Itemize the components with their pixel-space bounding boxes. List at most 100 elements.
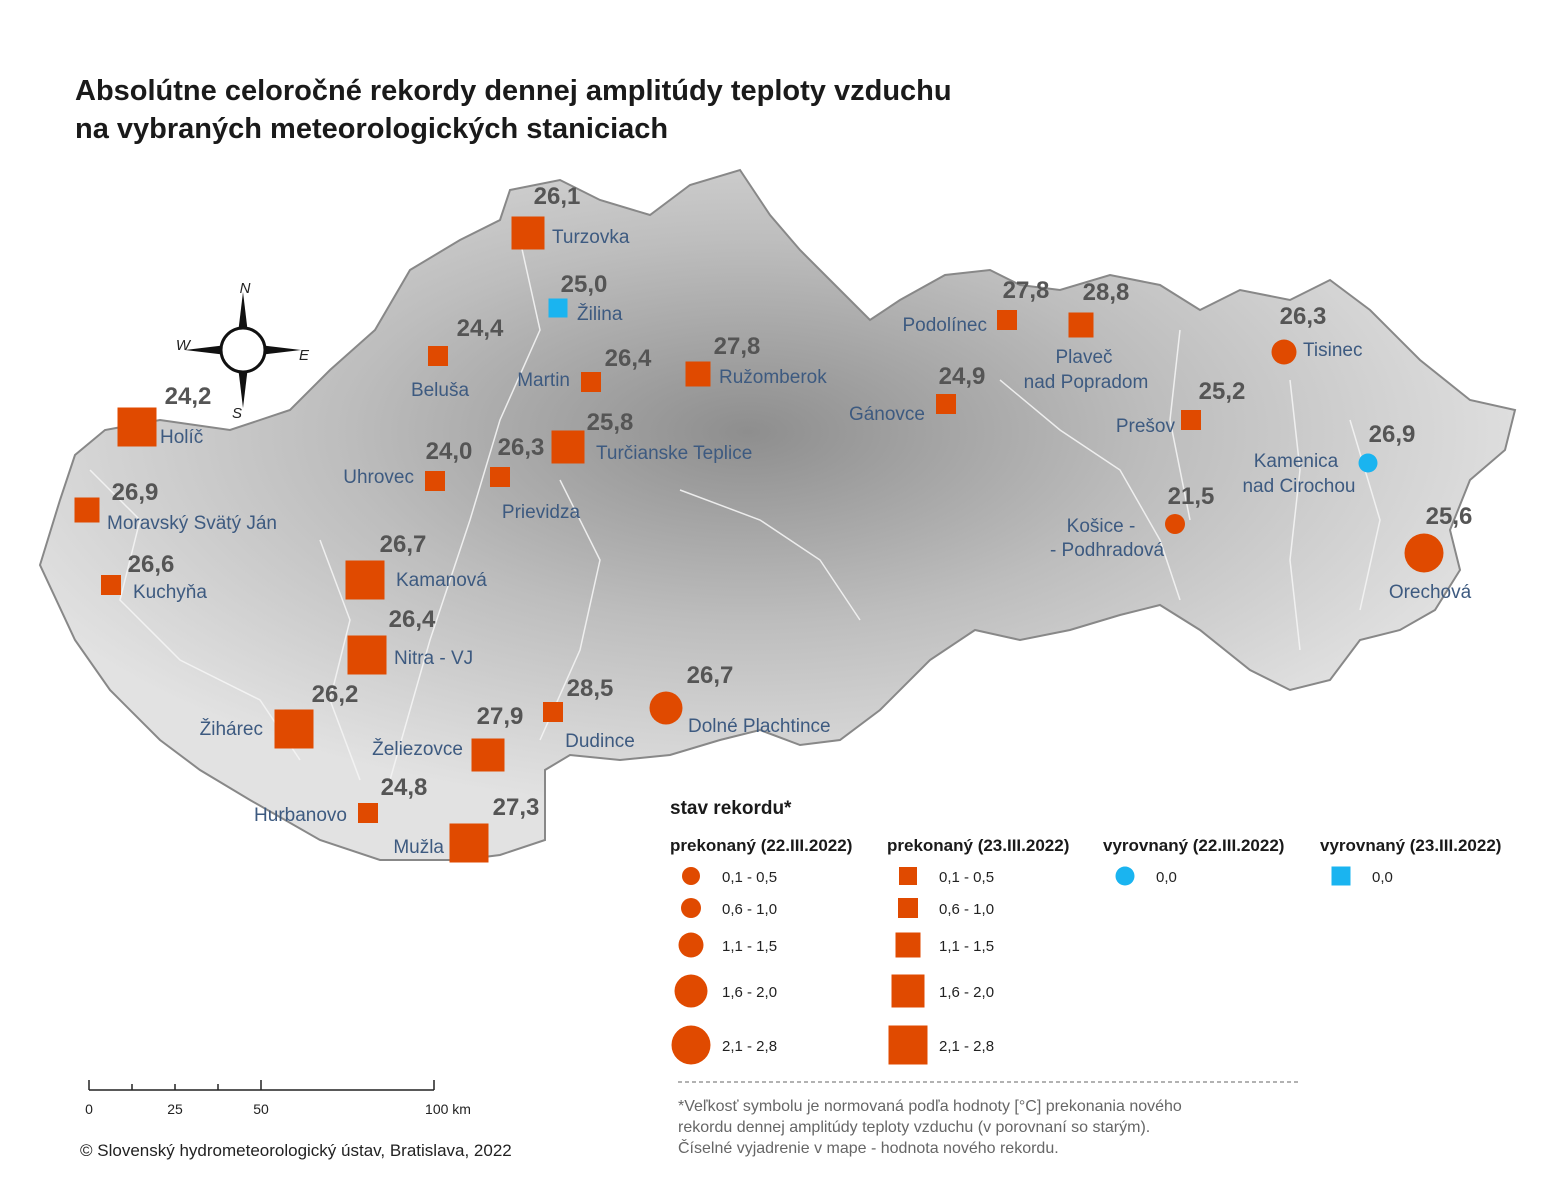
station-marker: 26,2 Žihárec bbox=[200, 681, 358, 749]
station-marker: 27,8 Ružomberok bbox=[685, 333, 827, 388]
station-symbol bbox=[101, 575, 121, 595]
station-name-line-1: Plaveč bbox=[1055, 347, 1112, 368]
station-symbol bbox=[936, 394, 956, 414]
station-value: 26,3 bbox=[1280, 303, 1327, 330]
station-symbol bbox=[511, 216, 545, 250]
station-marker: 24,2 Holíč bbox=[117, 383, 212, 448]
station-marker: 28,5 Dudince bbox=[543, 675, 635, 752]
station-marker: 26,6 Kuchyňa bbox=[101, 551, 207, 603]
station-value: 26,4 bbox=[389, 606, 436, 633]
legend-class-label: 2,1 - 2,8 bbox=[939, 1038, 994, 1055]
compass-e-label: E bbox=[299, 347, 310, 364]
station-name-line-2: nad Cirochou bbox=[1242, 476, 1355, 497]
station-name: Prievidza bbox=[502, 502, 581, 523]
station-marker: 24,9 Gánovce bbox=[849, 363, 985, 425]
station-value: 27,3 bbox=[493, 794, 540, 821]
station-value: 27,9 bbox=[477, 703, 524, 730]
station-value: 26,3 bbox=[498, 434, 545, 461]
station-symbol bbox=[274, 709, 314, 749]
station-name: Ružomberok bbox=[719, 367, 827, 388]
scale-label-50: 50 bbox=[253, 1101, 269, 1117]
station-symbol bbox=[551, 430, 585, 464]
station-symbol bbox=[490, 467, 510, 487]
legend-class-label: 1,6 - 2,0 bbox=[939, 984, 994, 1001]
station-value: 26,9 bbox=[1369, 421, 1416, 448]
station-marker: 26,3 Prievidza bbox=[490, 434, 580, 523]
scale-label-100: 100 km bbox=[425, 1101, 471, 1117]
legend-class-label: 0,6 - 1,0 bbox=[939, 901, 994, 918]
station-marker: 27,9 Želiezovce bbox=[372, 703, 523, 772]
legend-class-label: 1,6 - 2,0 bbox=[722, 984, 777, 1001]
station-marker: 26,1 Turzovka bbox=[511, 183, 630, 250]
station-value: 26,7 bbox=[380, 531, 427, 558]
compass-w-label: W bbox=[176, 337, 192, 354]
map-title-line-2: na vybraných meteorologických staniciach bbox=[75, 113, 669, 145]
station-name: Beluša bbox=[411, 380, 470, 401]
station-marker: 24,0 Uhrovec bbox=[343, 438, 472, 491]
station-value: 26,9 bbox=[112, 479, 159, 506]
station-name: Prešov bbox=[1116, 416, 1176, 437]
station-name: Orechová bbox=[1389, 582, 1472, 603]
station-marker: 24,8 Hurbanovo bbox=[254, 774, 427, 826]
station-symbol bbox=[425, 471, 445, 491]
station-marker: 21,5 Košice - - Podhradová bbox=[1050, 483, 1214, 561]
legend-header-equalled-23: vyrovnaný (23.III.2022) bbox=[1320, 836, 1502, 855]
legend-symbols: 0,1 - 0,5 0,6 - 1,0 1,1 - 1,5 1,6 - 2,0 2,1 … bbox=[671, 866, 1393, 1065]
scale-bar bbox=[88, 1080, 435, 1091]
station-symbol bbox=[548, 298, 568, 318]
legend-class-label: 0,1 - 0,5 bbox=[939, 869, 994, 886]
compass-s-label: S bbox=[232, 405, 242, 422]
station-name-line-1: Kamenica bbox=[1254, 451, 1339, 472]
station-symbol bbox=[543, 702, 563, 722]
station-name: Mužla bbox=[393, 837, 444, 858]
legend-symbol bbox=[682, 867, 700, 885]
legend-header-equalled-22: vyrovnaný (22.III.2022) bbox=[1103, 836, 1285, 855]
station-name: Turzovka bbox=[552, 227, 630, 248]
legend-symbol bbox=[674, 974, 708, 1008]
station-name-line-1: Košice - bbox=[1067, 516, 1136, 537]
legend-symbol bbox=[1115, 866, 1135, 886]
legend-class-label: 0,1 - 0,5 bbox=[722, 869, 777, 886]
country-outline bbox=[38, 168, 1517, 861]
compass-rose-icon bbox=[219, 326, 267, 374]
legend-symbol bbox=[899, 867, 917, 885]
station-symbol bbox=[581, 372, 601, 392]
station-name: Kuchyňa bbox=[133, 582, 207, 603]
map-title: Absolútne celoročné rekordy dennej ampli… bbox=[75, 72, 1075, 148]
legend-symbol bbox=[671, 1025, 711, 1065]
station-value: 27,8 bbox=[714, 333, 761, 360]
station-name: Želiezovce bbox=[372, 738, 463, 760]
legend-title: stav rekordu* bbox=[670, 798, 792, 819]
legend-symbol bbox=[895, 932, 921, 958]
station-symbol bbox=[1271, 339, 1297, 365]
station-value: 28,8 bbox=[1083, 279, 1130, 306]
legend-symbol bbox=[898, 898, 918, 918]
station-symbol bbox=[1181, 410, 1201, 430]
station-symbol bbox=[345, 560, 385, 600]
station-value: 24,4 bbox=[457, 315, 504, 342]
station-value: 25,6 bbox=[1426, 503, 1473, 530]
station-symbol bbox=[1358, 453, 1378, 473]
station-marker: 24,4 Beluša bbox=[411, 315, 504, 401]
station-marker: 26,7 Dolné Plachtince bbox=[649, 662, 831, 737]
station-symbol bbox=[117, 407, 157, 447]
station-name: Kamanová bbox=[396, 570, 487, 591]
legend-class-label: 2,1 - 2,8 bbox=[722, 1038, 777, 1055]
footnote-line-3: Číselné vyjadrenie v mape - hodnota nové… bbox=[678, 1140, 1059, 1157]
station-marker: 25,8 Turčianske Teplice bbox=[551, 409, 752, 464]
station-marker: 26,7 Kamanová bbox=[345, 531, 487, 600]
station-value: 24,2 bbox=[165, 383, 212, 410]
station-marker: 26,3 Tisinec bbox=[1271, 303, 1362, 365]
station-symbol bbox=[74, 497, 100, 523]
map-title-line-1: Absolútne celoročné rekordy dennej ampli… bbox=[75, 75, 952, 107]
station-marker: 27,3 Mužla bbox=[393, 794, 539, 863]
river-network bbox=[89, 239, 1381, 781]
station-name: Tisinec bbox=[1303, 340, 1362, 361]
station-marker: 26,4 Nitra - VJ bbox=[347, 606, 473, 675]
station-name: Hurbanovo bbox=[254, 805, 347, 826]
station-name: Dolné Plachtince bbox=[688, 716, 831, 737]
stations-layer: 26,1 Turzovka 25,0 Žilina 24,4 Beluša 26,4 Mart… bbox=[74, 183, 1473, 863]
station-value: 24,9 bbox=[939, 363, 986, 390]
station-symbol bbox=[1068, 312, 1094, 338]
station-name-line-2: nad Popradom bbox=[1024, 372, 1149, 393]
